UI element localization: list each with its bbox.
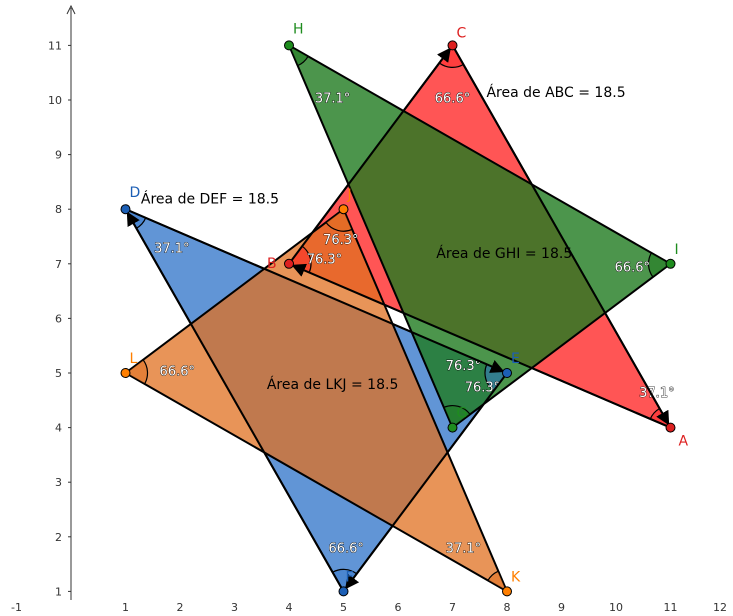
x-tick-label: -1 <box>11 601 22 614</box>
y-tick-label: 11 <box>48 39 62 52</box>
point-label-e: E <box>511 351 520 367</box>
triangles <box>124 44 672 593</box>
angle-label-d: 37.1° <box>154 241 189 256</box>
angle-label-l: 66.6° <box>160 364 195 379</box>
x-tick-label: 12 <box>713 601 727 614</box>
area-label: Área de DEF = 18.5 <box>141 190 279 207</box>
y-tick-label: 5 <box>55 367 62 380</box>
x-tick-label: 7 <box>449 601 456 614</box>
angle-arc-l <box>124 358 149 385</box>
y-axis-arrow <box>66 4 76 15</box>
x-tick-label: 10 <box>609 601 623 614</box>
point-l[interactable] <box>120 368 131 378</box>
points <box>120 40 676 597</box>
y-tick-label: 4 <box>55 422 62 435</box>
vector-ca <box>451 44 670 426</box>
x-tick-label: 11 <box>664 601 678 614</box>
point-a[interactable] <box>665 422 676 433</box>
angle-markers: 66.6° 37.1° 76.3° 37.1° 76.3° 66.6° 37.1° 66.6°… <box>124 43 675 593</box>
vector-fd <box>126 211 345 592</box>
angle-label-h: 37.1° <box>315 91 350 106</box>
angle-label-b: 76.3° <box>307 252 342 267</box>
area-label: Área de ABC = 18.5 <box>486 84 625 101</box>
point-label-f: F <box>346 569 354 585</box>
point-e[interactable] <box>502 368 512 378</box>
angle-arc-j <box>325 208 353 232</box>
x-tick-label: 8 <box>504 601 511 614</box>
point-label-g: G <box>457 406 468 422</box>
y-tick-label: 8 <box>55 203 62 216</box>
angle-label-c: 66.6° <box>435 91 470 106</box>
area-label: Área de LKJ = 18.5 <box>267 376 399 393</box>
point-b[interactable] <box>284 258 294 269</box>
point-label-c: C <box>457 25 467 41</box>
vector-ef <box>345 372 508 590</box>
angle-label-k: 37.1° <box>446 542 481 557</box>
y-tick-label: 2 <box>55 531 62 544</box>
triangle-lkj[interactable] <box>124 208 508 593</box>
vector-bc <box>288 47 451 265</box>
x-tick-label: 4 <box>286 601 293 614</box>
angle-label-g: 76.3° <box>465 381 500 396</box>
x-tick-label: 9 <box>558 601 565 614</box>
point-d[interactable] <box>120 204 131 215</box>
x-tick-label: 1 <box>122 601 129 614</box>
point-c[interactable] <box>447 40 458 51</box>
point-label-h: H <box>293 21 304 37</box>
triangle-ghi[interactable] <box>288 44 672 429</box>
x-tick-label: 5 <box>340 601 347 614</box>
angle-arc-h <box>287 43 309 67</box>
point-label-a: A <box>679 434 689 450</box>
point-j[interactable] <box>338 204 349 215</box>
point-h[interactable] <box>284 40 294 51</box>
y-tick-label: 9 <box>55 149 62 162</box>
point-label-i: I <box>675 242 679 258</box>
y-tick-label: 10 <box>48 94 62 107</box>
point-label-b: B <box>267 256 277 272</box>
area-label: Área de GHI = 18.5 <box>436 245 572 262</box>
point-g[interactable] <box>447 422 458 433</box>
x-tick-label: 2 <box>177 601 184 614</box>
point-label-j: J <box>347 187 352 203</box>
labels: A B C D E F G H I J K L Área de ABC = 18.5 Área de DE… <box>130 21 689 585</box>
point-i[interactable] <box>665 258 676 269</box>
angle-arc-k <box>487 570 509 593</box>
point-label-l: L <box>130 351 138 367</box>
angle-label-i: 66.6° <box>615 261 650 276</box>
angle-arc-i <box>647 252 672 278</box>
point-label-k: K <box>511 569 521 585</box>
angle-label-a: 37.1° <box>639 386 674 401</box>
y-tick-label: 7 <box>55 258 62 271</box>
vectors <box>125 44 671 592</box>
angle-label-j: 76.3° <box>323 233 358 248</box>
x-tick-label: 6 <box>395 601 402 614</box>
point-k[interactable] <box>502 586 512 597</box>
y-tick-label: 3 <box>55 476 62 489</box>
point-label-d: D <box>130 185 141 201</box>
y-tick-label: 1 <box>55 585 62 598</box>
x-tick-label: 3 <box>231 601 238 614</box>
vector-de <box>125 208 505 373</box>
angle-arc-g <box>443 405 471 429</box>
point-f[interactable] <box>338 586 349 597</box>
vector-ab <box>291 263 671 429</box>
y-tick-label: 6 <box>55 312 62 325</box>
angle-label-f: 66.6° <box>328 542 363 557</box>
angle-label-e: 76.3° <box>446 359 481 374</box>
